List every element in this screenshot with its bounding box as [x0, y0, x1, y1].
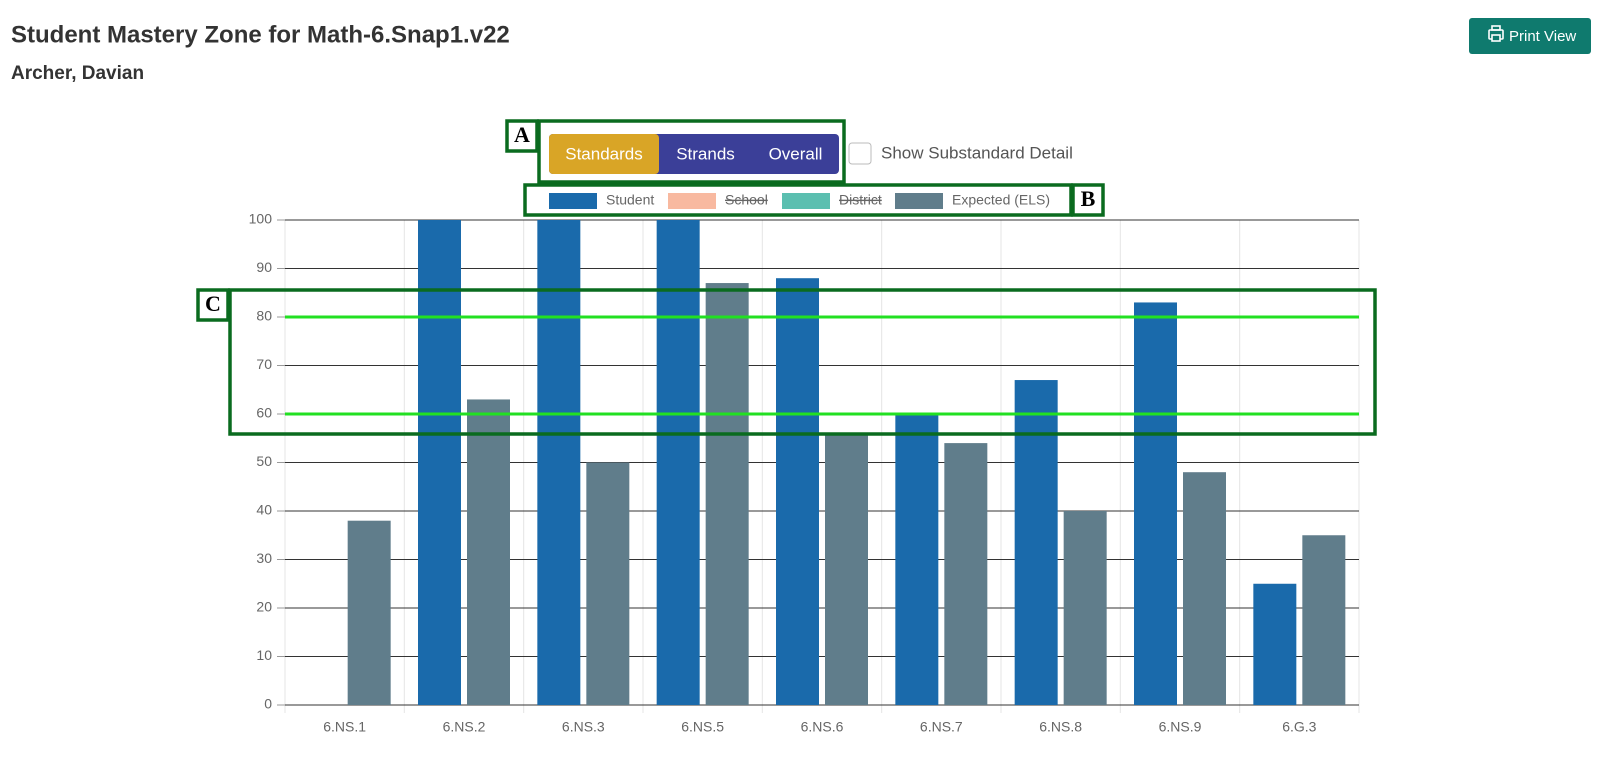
x-tick-label: 6.NS.6 [801, 719, 844, 735]
y-tick-label: 100 [249, 211, 273, 227]
bar [776, 278, 819, 705]
legend-swatch[interactable] [782, 193, 830, 209]
bar [1014, 380, 1058, 705]
toggle-button-label[interactable]: Overall [769, 144, 823, 163]
bar [1253, 583, 1297, 705]
x-tick-label: 6.NS.5 [681, 719, 724, 735]
toggle-button-label[interactable]: Standards [565, 144, 643, 163]
legend-swatch[interactable] [895, 193, 943, 209]
annotation-label: B [1081, 186, 1096, 211]
legend-swatch[interactable] [549, 193, 597, 209]
x-tick-label: 6.NS.9 [1159, 719, 1202, 735]
annotation-box [523, 183, 1073, 217]
bar [1183, 472, 1226, 705]
annotation-label: C [205, 291, 221, 316]
page-title: Student Mastery Zone for Math-6.Snap1.v2… [11, 21, 510, 48]
chart: 0 10 20 30 40 50 60 70 80 90 100 6.NS.1 6.NS.2 6.NS.3… [249, 192, 1360, 735]
y-tick-label: 70 [256, 356, 272, 372]
y-tick-label: 90 [256, 259, 272, 275]
bar [418, 220, 461, 705]
bar [537, 220, 581, 705]
legend-label[interactable]: Expected (ELS) [952, 192, 1050, 208]
annotation-label-box [1071, 183, 1105, 217]
y-tick-label: 40 [256, 502, 272, 518]
bar [825, 433, 868, 705]
annotation-box [228, 288, 1377, 436]
annotation-label: A [514, 122, 530, 147]
y-tick-label: 20 [256, 599, 272, 615]
bar [347, 520, 391, 705]
y-tick-label: 80 [256, 308, 272, 324]
bar [1063, 511, 1107, 705]
bar [467, 399, 510, 705]
y-tick-label: 0 [264, 696, 272, 712]
x-tick-label: 6.NS.1 [323, 719, 366, 735]
y-tick-label: 50 [256, 453, 272, 469]
x-tick-label: 6.NS.7 [920, 719, 963, 735]
annotation-box [537, 119, 846, 184]
x-tick-label: 6.G.3 [1282, 719, 1316, 735]
x-tick-label: 6.NS.8 [1039, 719, 1082, 735]
bar [586, 462, 630, 705]
bar [1302, 535, 1346, 705]
bar [1134, 302, 1177, 705]
y-tick-label: 10 [256, 647, 272, 663]
legend-label[interactable]: District [839, 192, 882, 208]
x-tick-label: 6.NS.3 [562, 719, 605, 735]
annotation-label-box [505, 119, 539, 153]
student-name: Archer, Davian [11, 63, 144, 84]
toggle-button-active[interactable] [549, 134, 659, 174]
annotation-label-box [196, 288, 230, 322]
print-button-label[interactable]: Print View [1509, 28, 1576, 45]
checkbox[interactable] [848, 142, 872, 165]
y-tick-label: 60 [256, 405, 272, 421]
y-tick-label: 30 [256, 550, 272, 566]
legend-swatch[interactable] [668, 193, 716, 209]
checkbox-label[interactable]: Show Substandard Detail [881, 143, 1073, 162]
legend-label[interactable]: School [725, 192, 768, 208]
x-tick-label: 6.NS.2 [443, 719, 486, 735]
bar [895, 414, 939, 705]
view-toggle[interactable]: Standards Strands Overall [549, 134, 839, 174]
legend-label[interactable]: Student [606, 192, 654, 208]
print-button[interactable]: Print View [1469, 18, 1591, 54]
bar [656, 220, 700, 705]
bar [944, 443, 988, 705]
bar [705, 283, 749, 705]
printer-icon [1488, 25, 1504, 42]
annotations [196, 119, 1377, 436]
toggle-button-label[interactable]: Strands [676, 144, 735, 163]
